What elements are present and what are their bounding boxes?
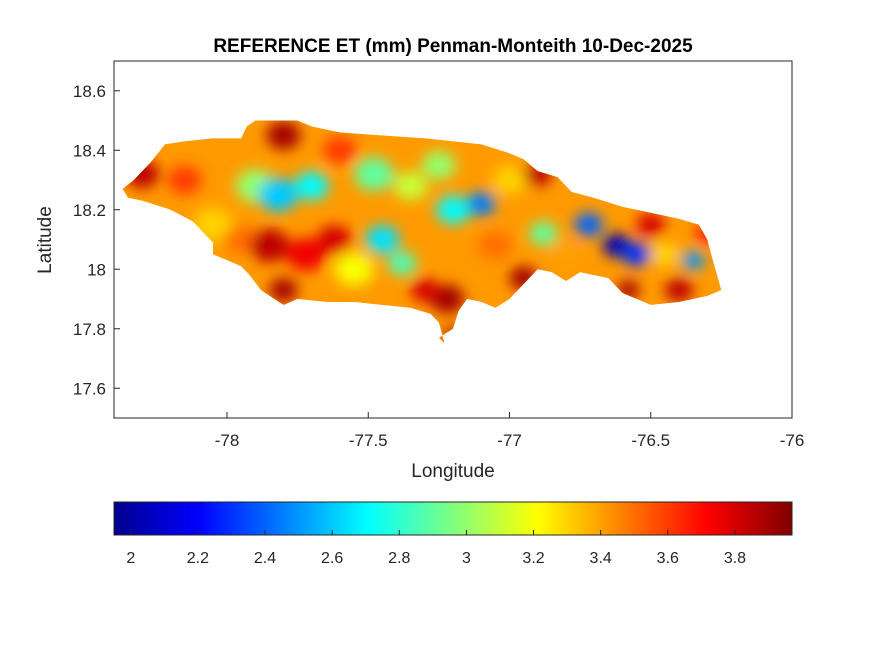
et-cell-17 bbox=[393, 171, 428, 201]
x-tick-label-2: -77 bbox=[497, 431, 522, 450]
colorbar-tick-label-9: 3.8 bbox=[724, 550, 746, 567]
et-cell-7 bbox=[266, 121, 301, 150]
colorbar-tick-label-2: 2.4 bbox=[254, 550, 276, 567]
et-cell-6 bbox=[294, 171, 329, 201]
et-cell-22 bbox=[410, 278, 439, 302]
et-cell-5 bbox=[258, 178, 298, 212]
y-tick-label-2: 18 bbox=[87, 260, 106, 279]
x-axis-label: Longitude bbox=[411, 461, 494, 482]
et-cell-19 bbox=[436, 195, 470, 225]
et-cell-24 bbox=[478, 231, 513, 260]
x-tick-label-0: -78 bbox=[215, 431, 240, 450]
plot-box bbox=[113, 60, 793, 419]
colorbar-tick-label-1: 2.2 bbox=[187, 550, 209, 567]
et-cell-21 bbox=[430, 284, 465, 314]
colorbar-tick-label-6: 3.2 bbox=[522, 550, 544, 567]
colorbar-tick-label-8: 3.6 bbox=[657, 550, 679, 567]
et-cell-30 bbox=[574, 212, 603, 237]
et-cell-25 bbox=[492, 165, 527, 195]
et-cell-13 bbox=[334, 252, 374, 286]
et-cell-12 bbox=[317, 225, 352, 254]
x-tick-label-4: -76 bbox=[780, 431, 805, 450]
et-cell-15 bbox=[388, 251, 417, 276]
y-tick-label-1: 17.8 bbox=[73, 320, 106, 339]
colorbar bbox=[113, 501, 793, 536]
y-tick-label-5: 18.6 bbox=[73, 82, 106, 101]
colorbar-tick-label-4: 2.8 bbox=[388, 550, 410, 567]
colorbar-tick-label-7: 3.4 bbox=[590, 550, 612, 567]
x-tick-label-3: -76.5 bbox=[631, 431, 670, 450]
et-cell-16 bbox=[354, 157, 394, 191]
et-cell-10 bbox=[286, 237, 326, 272]
y-axis-ticks: 17.6 17.8 18 18.2 18.4 18.6 bbox=[73, 82, 120, 398]
et-cell-11 bbox=[269, 278, 298, 302]
et-cell-29 bbox=[551, 242, 581, 267]
x-tick-label-1: -77.5 bbox=[349, 431, 388, 450]
et-cell-14 bbox=[365, 225, 400, 254]
colorbar-ticks: 2 2.2 2.4 2.6 2.8 3 3.2 3.4 3.6 3.8 bbox=[126, 530, 746, 567]
et-cell-20 bbox=[467, 191, 496, 216]
map-title: REFERENCE ET (mm) Penman-Monteith 10-Dec… bbox=[213, 36, 693, 57]
island-map bbox=[122, 120, 722, 344]
y-axis-label: Latitude bbox=[35, 206, 56, 274]
et-cell-32 bbox=[622, 242, 651, 267]
et-cell-18 bbox=[421, 150, 456, 180]
et-cell-3 bbox=[224, 225, 259, 254]
et-field bbox=[125, 121, 719, 342]
y-tick-label-4: 18.4 bbox=[73, 141, 106, 160]
et-cell-8 bbox=[323, 135, 357, 165]
et-cell-35 bbox=[681, 250, 705, 270]
colorbar-tick-label-5: 3 bbox=[462, 550, 471, 567]
x-axis-ticks: -78 -77.5 -77 -76.5 -76 bbox=[215, 412, 805, 450]
colorbar-tick-label-3: 2.6 bbox=[321, 550, 343, 567]
colorbar-tick-label-0: 2 bbox=[126, 550, 135, 567]
et-cell-33 bbox=[636, 212, 665, 237]
y-tick-label-3: 18.2 bbox=[73, 201, 106, 220]
et-cell-36 bbox=[664, 278, 694, 302]
y-tick-label-0: 17.6 bbox=[73, 379, 106, 398]
et-cell-28 bbox=[529, 221, 558, 246]
et-cell-1 bbox=[167, 165, 202, 195]
et-cell-9 bbox=[249, 228, 290, 263]
et-cell-34 bbox=[650, 242, 679, 267]
